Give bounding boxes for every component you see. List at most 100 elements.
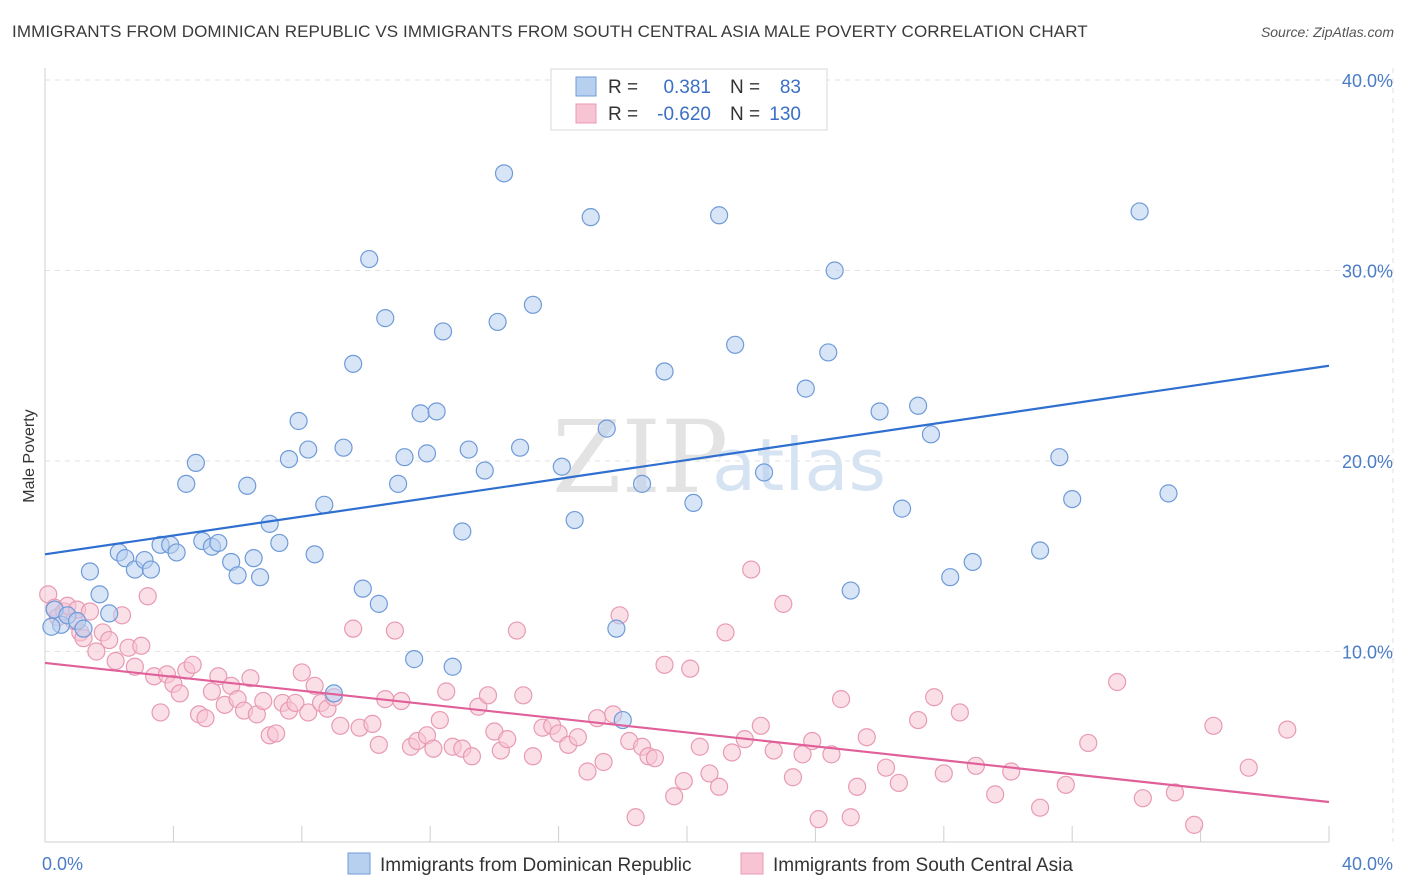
point-dominican-republic [299,440,318,459]
point-south-central-asia [690,737,709,756]
point-dominican-republic [941,568,960,587]
point-south-central-asia [1278,720,1297,739]
point-south-central-asia [523,747,543,766]
point-south-central-asia [437,682,456,701]
point-dominican-republic [417,444,437,463]
point-south-central-asia [594,752,613,772]
point-south-central-asia [700,764,719,783]
point-south-central-asia [344,619,363,638]
point-south-central-asia [742,560,761,579]
point-south-central-asia [1030,798,1050,817]
point-dominican-republic [279,449,299,469]
point-dominican-republic [632,474,652,493]
point-south-central-asia [80,602,100,621]
point-dominican-republic [607,619,626,638]
bottom-legend-swatch-blue [347,852,371,875]
point-dominican-republic [565,510,584,530]
point-dominican-republic [315,495,334,514]
point-south-central-asia [848,777,867,796]
legend-r-label-2: R = [608,104,638,125]
point-dominican-republic [141,560,161,579]
point-dominican-republic [453,522,472,541]
point-dominican-republic [443,657,462,676]
y-tick-label: 10.0% [1342,643,1393,663]
point-dominican-republic [523,295,543,314]
y-tick-labels: 10.0% 20.0% 30.0% 40.0% [1342,71,1393,663]
point-dominican-republic [305,545,324,564]
point-south-central-asia [645,749,665,768]
point-south-central-asia [507,621,526,640]
point-south-central-asia [462,747,482,766]
point-dominican-republic [360,249,379,269]
point-south-central-asia [331,716,350,735]
point-dominican-republic [353,579,372,598]
point-dominican-republic [684,493,703,513]
point-south-central-asia [568,728,587,747]
series-dominican-republic-points [42,164,1178,730]
point-dominican-republic [260,514,279,533]
point-south-central-asia [966,756,986,775]
point-dominican-republic [289,411,308,431]
point-south-central-asia [809,810,828,829]
point-dominican-republic [841,581,860,600]
point-south-central-asia [254,691,273,711]
correlation-legend: R = 0.381 N = 83 R = -0.620 N = 130 [550,68,828,131]
point-south-central-asia [934,764,953,783]
point-south-central-asia [1239,758,1258,777]
point-south-central-asia [183,655,202,674]
point-south-central-asia [202,682,222,701]
point-south-central-asia [950,703,969,722]
point-dominican-republic [334,438,353,457]
point-south-central-asia [424,739,443,758]
point-south-central-asia [1002,762,1021,781]
point-south-central-asia [909,710,928,730]
point-dominican-republic [74,619,93,638]
point-south-central-asia [87,642,106,661]
point-dominican-republic [238,476,257,495]
y-tick-label: 40.0% [1342,71,1393,91]
point-dominican-republic [433,322,453,341]
source-credit: Source: ZipAtlas.com [1260,24,1394,40]
x-axis-ticks [44,826,1330,842]
y-axis-label: Male Poverty [21,409,38,502]
point-dominican-republic [80,562,100,581]
point-south-central-asia [299,703,318,722]
point-dominican-republic [369,594,388,613]
bottom-legend-swatch-pink [740,852,764,875]
point-south-central-asia [1165,783,1185,802]
point-dominican-republic [405,650,424,669]
point-south-central-asia [889,773,908,793]
point-dominican-republic [250,568,270,587]
point-south-central-asia [241,669,260,688]
point-south-central-asia [986,785,1005,804]
point-dominican-republic [921,425,941,444]
point-dominican-republic [488,312,507,332]
point-dominican-republic [909,396,928,415]
point-dominican-republic [186,453,205,473]
point-dominican-republic [427,402,446,421]
point-dominican-republic [1130,202,1149,221]
point-dominican-republic [459,440,478,459]
point-south-central-asia [857,728,876,747]
point-south-central-asia [709,777,729,796]
point-south-central-asia [369,735,388,754]
point-dominican-republic [344,354,363,373]
chart-title: IMMIGRANTS FROM DOMINICAN REPUBLIC VS IM… [12,22,1088,41]
point-south-central-asia [578,762,597,781]
point-dominican-republic [90,585,109,604]
legend-r-value-1: 0.381 [663,77,711,98]
series-south-central-asia-points [39,560,1297,834]
point-south-central-asia [1079,733,1098,753]
point-south-central-asia [841,808,860,827]
point-dominican-republic [1030,541,1050,560]
x-tick-label-min: 0.0% [42,854,83,874]
point-south-central-asia [498,730,517,749]
legend-r-value-2: -0.620 [657,104,711,125]
point-south-central-asia [722,743,742,762]
x-tick-label-max: 40.0% [1342,854,1393,874]
point-south-central-asia [1056,775,1075,794]
point-dominican-republic [892,499,912,518]
point-dominican-republic [796,379,815,398]
point-south-central-asia [196,709,215,728]
